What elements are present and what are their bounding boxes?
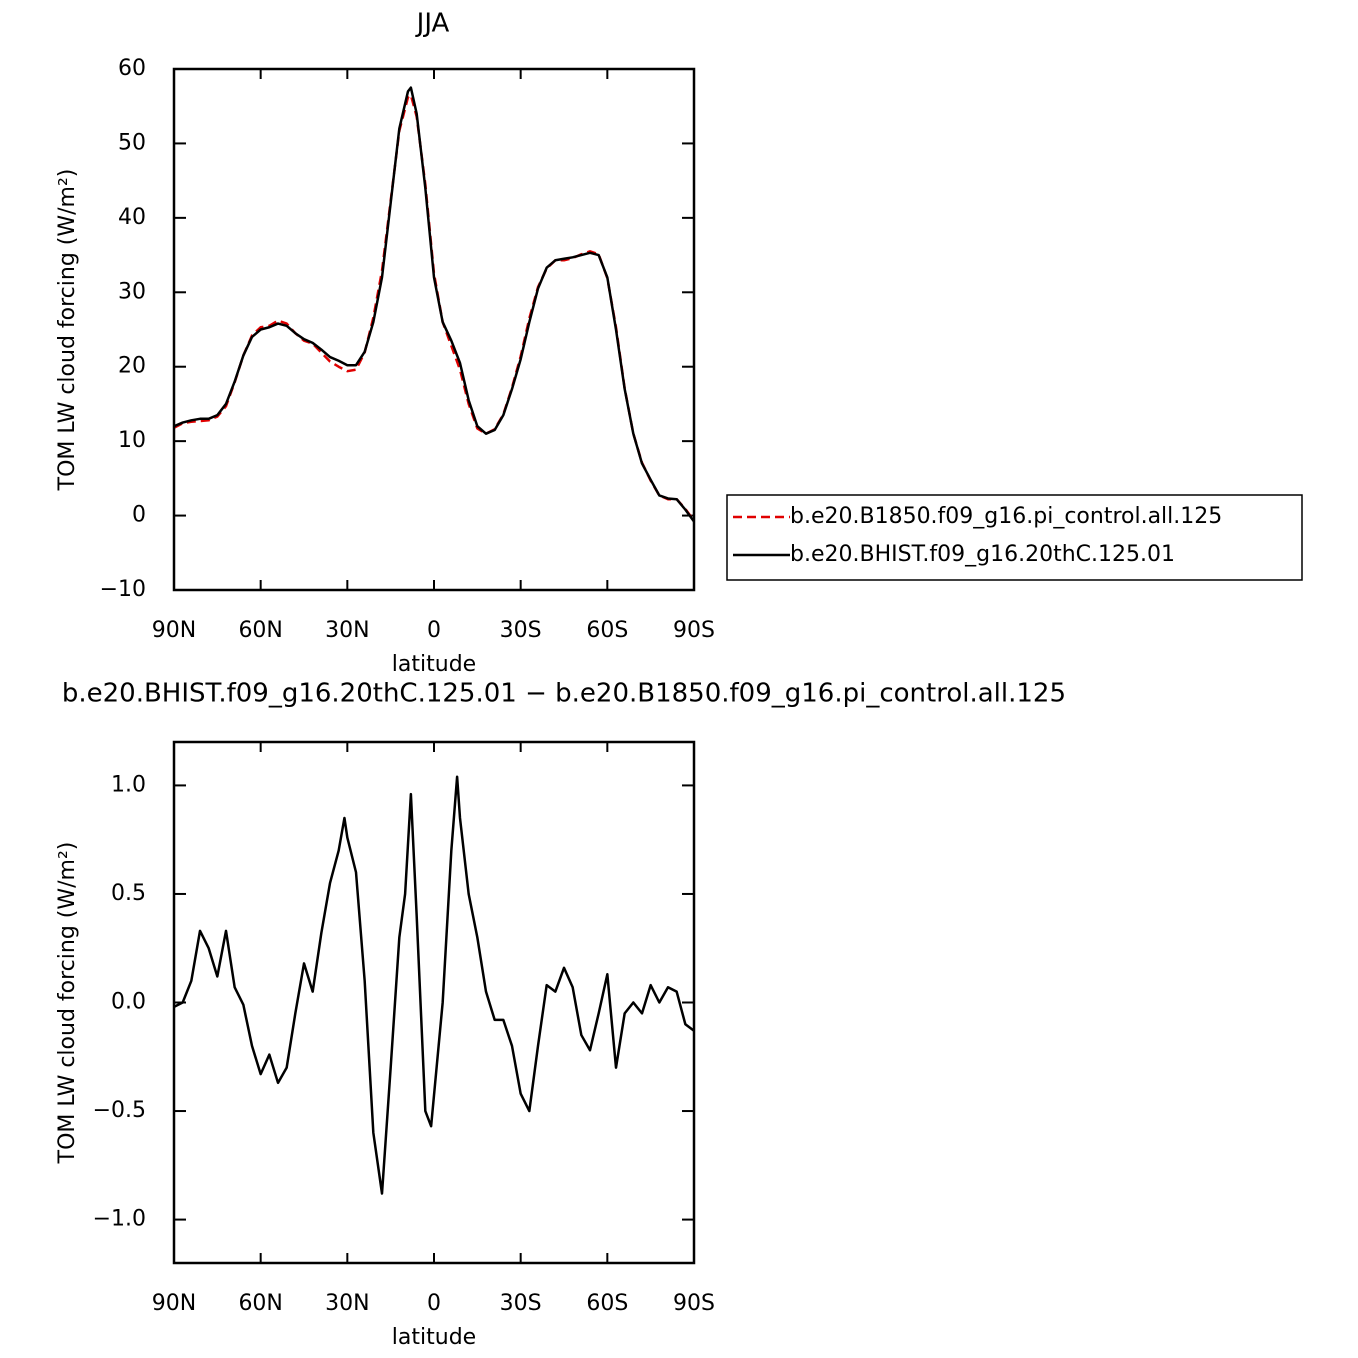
chart-title: JJA: [415, 9, 450, 39]
x-axis-label: latitude: [392, 652, 476, 677]
x-tick-label: 90N: [152, 618, 196, 643]
x-tick-label: 30N: [325, 618, 369, 643]
legend-label: b.e20.B1850.f09_g16.pi_control.all.125: [790, 504, 1222, 529]
y-tick-label: 30: [118, 279, 146, 304]
y-tick-label: 1.0: [111, 772, 146, 797]
y-tick-label: 0: [132, 503, 146, 528]
y-tick-label: −1.0: [93, 1207, 146, 1232]
y-tick-label: 10: [118, 428, 146, 453]
plot-frame: [172, 740, 696, 1265]
x-tick-label: 30N: [325, 1291, 369, 1316]
x-tick-label: 30S: [500, 1291, 542, 1316]
line: [173, 86, 696, 523]
x-tick-label: 90N: [152, 1291, 196, 1316]
x-tick-label: 90S: [673, 618, 715, 643]
y-tick-label: 20: [118, 354, 146, 379]
x-tick-label: 90S: [673, 1291, 715, 1316]
y-tick-label: 60: [118, 56, 146, 81]
y-tick-label: 0.5: [111, 881, 146, 906]
y-tick-label: 50: [118, 130, 146, 155]
x-tick-label: 60S: [586, 1291, 628, 1316]
x-axis-label: latitude: [392, 1325, 476, 1350]
x-tick-label: 60N: [238, 1291, 282, 1316]
y-axis-label: TOM LW cloud forcing (W/m²): [55, 169, 80, 492]
legend-box: [726, 494, 1303, 581]
line: [173, 93, 696, 522]
x-tick-label: 30S: [500, 618, 542, 643]
legend-label: b.e20.BHIST.f09_g16.20thC.125.01: [790, 542, 1175, 567]
line: [173, 775, 695, 1195]
plot-frame: [172, 67, 696, 592]
chart-title: b.e20.BHIST.f09_g16.20thC.125.01 − b.e20…: [62, 679, 1066, 709]
x-tick-label: 0: [427, 1291, 441, 1316]
x-tick-label: 60S: [586, 618, 628, 643]
x-tick-label: 60N: [238, 618, 282, 643]
y-tick-label: 0.0: [111, 990, 146, 1015]
y-tick-label: −0.5: [93, 1098, 146, 1123]
x-tick-label: 0: [427, 618, 441, 643]
y-axis-label: TOM LW cloud forcing (W/m²): [55, 842, 80, 1165]
y-tick-label: −10: [100, 577, 146, 602]
y-tick-label: 40: [118, 205, 146, 230]
